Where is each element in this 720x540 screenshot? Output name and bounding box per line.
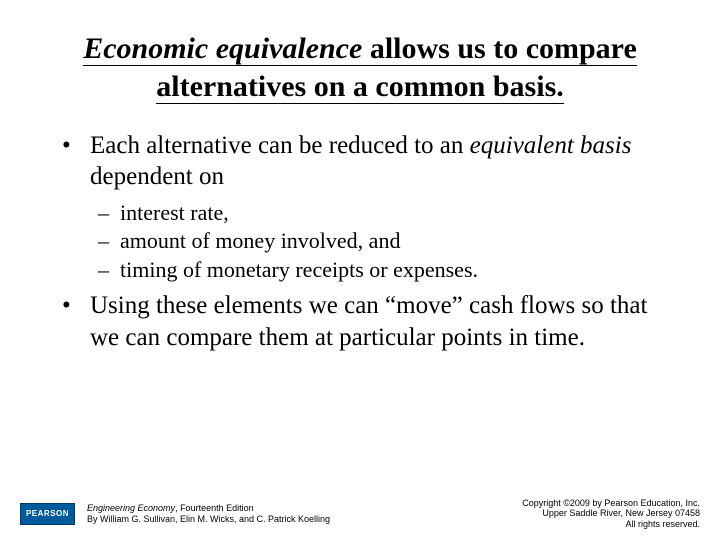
pearson-logo: PEARSON bbox=[20, 503, 75, 525]
copyright-line-1: Copyright ©2009 by Pearson Education, In… bbox=[522, 498, 700, 509]
bullet-1-italic: equivalent basis bbox=[470, 132, 632, 159]
slide-title: Economic equivalence allows us to compar… bbox=[60, 30, 660, 105]
book-info: Engineering Economy, Fourteenth Edition … bbox=[87, 503, 330, 525]
copyright-line-3: All rights reserved. bbox=[522, 519, 700, 530]
copyright-line-2: Upper Saddle River, New Jersey 07458 bbox=[522, 508, 700, 519]
bullet-1-text-before: Each alternative can be reduced to an bbox=[90, 132, 470, 159]
sub-list: interest rate, amount of money involved,… bbox=[90, 199, 670, 285]
book-authors: By William G. Sullivan, Elin M. Wicks, a… bbox=[87, 514, 330, 525]
book-title: Engineering Economy bbox=[87, 503, 175, 513]
footer-left: PEARSON Engineering Economy, Fourteenth … bbox=[20, 503, 330, 525]
book-line-1: Engineering Economy, Fourteenth Edition bbox=[87, 503, 330, 514]
footer: PEARSON Engineering Economy, Fourteenth … bbox=[0, 498, 720, 530]
sub-item-2: amount of money involved, and bbox=[120, 227, 670, 256]
title-underline: Economic equivalence allows us to compar… bbox=[83, 32, 637, 104]
sub-item-1: interest rate, bbox=[120, 199, 670, 228]
sub-item-3: timing of monetary receipts or expenses. bbox=[120, 256, 670, 285]
bullet-1-text-after: dependent on bbox=[90, 163, 224, 190]
book-edition: , Fourteenth Edition bbox=[175, 503, 254, 513]
copyright: Copyright ©2009 by Pearson Education, In… bbox=[522, 498, 700, 530]
bullet-2: Using these elements we can “move” cash … bbox=[90, 290, 670, 353]
bullet-1: Each alternative can be reduced to an eq… bbox=[90, 130, 670, 193]
title-italic: Economic equivalence bbox=[83, 32, 362, 65]
slide-body: Each alternative can be reduced to an eq… bbox=[50, 130, 670, 353]
slide-container: Economic equivalence allows us to compar… bbox=[0, 0, 720, 540]
